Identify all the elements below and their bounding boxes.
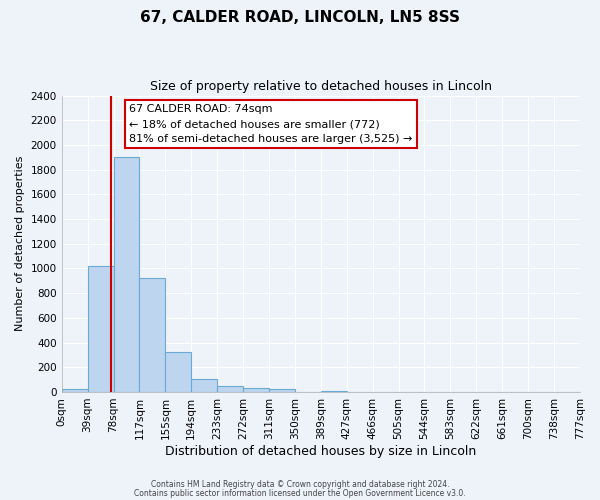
Bar — [88, 266, 113, 392]
Text: 67, CALDER ROAD, LINCOLN, LN5 8SS: 67, CALDER ROAD, LINCOLN, LN5 8SS — [140, 10, 460, 25]
X-axis label: Distribution of detached houses by size in Lincoln: Distribution of detached houses by size … — [165, 444, 476, 458]
Text: Contains HM Land Registry data © Crown copyright and database right 2024.: Contains HM Land Registry data © Crown c… — [151, 480, 449, 489]
Bar — [113, 158, 139, 392]
Bar — [243, 388, 269, 392]
Bar — [166, 352, 191, 392]
Bar — [321, 390, 347, 392]
Title: Size of property relative to detached houses in Lincoln: Size of property relative to detached ho… — [150, 80, 492, 93]
Bar — [217, 386, 243, 392]
Bar — [191, 379, 217, 392]
Text: Contains public sector information licensed under the Open Government Licence v3: Contains public sector information licen… — [134, 488, 466, 498]
Bar — [139, 278, 166, 392]
Bar — [269, 390, 295, 392]
Text: 67 CALDER ROAD: 74sqm
← 18% of detached houses are smaller (772)
81% of semi-det: 67 CALDER ROAD: 74sqm ← 18% of detached … — [129, 104, 412, 144]
Y-axis label: Number of detached properties: Number of detached properties — [15, 156, 25, 332]
Bar — [62, 390, 88, 392]
